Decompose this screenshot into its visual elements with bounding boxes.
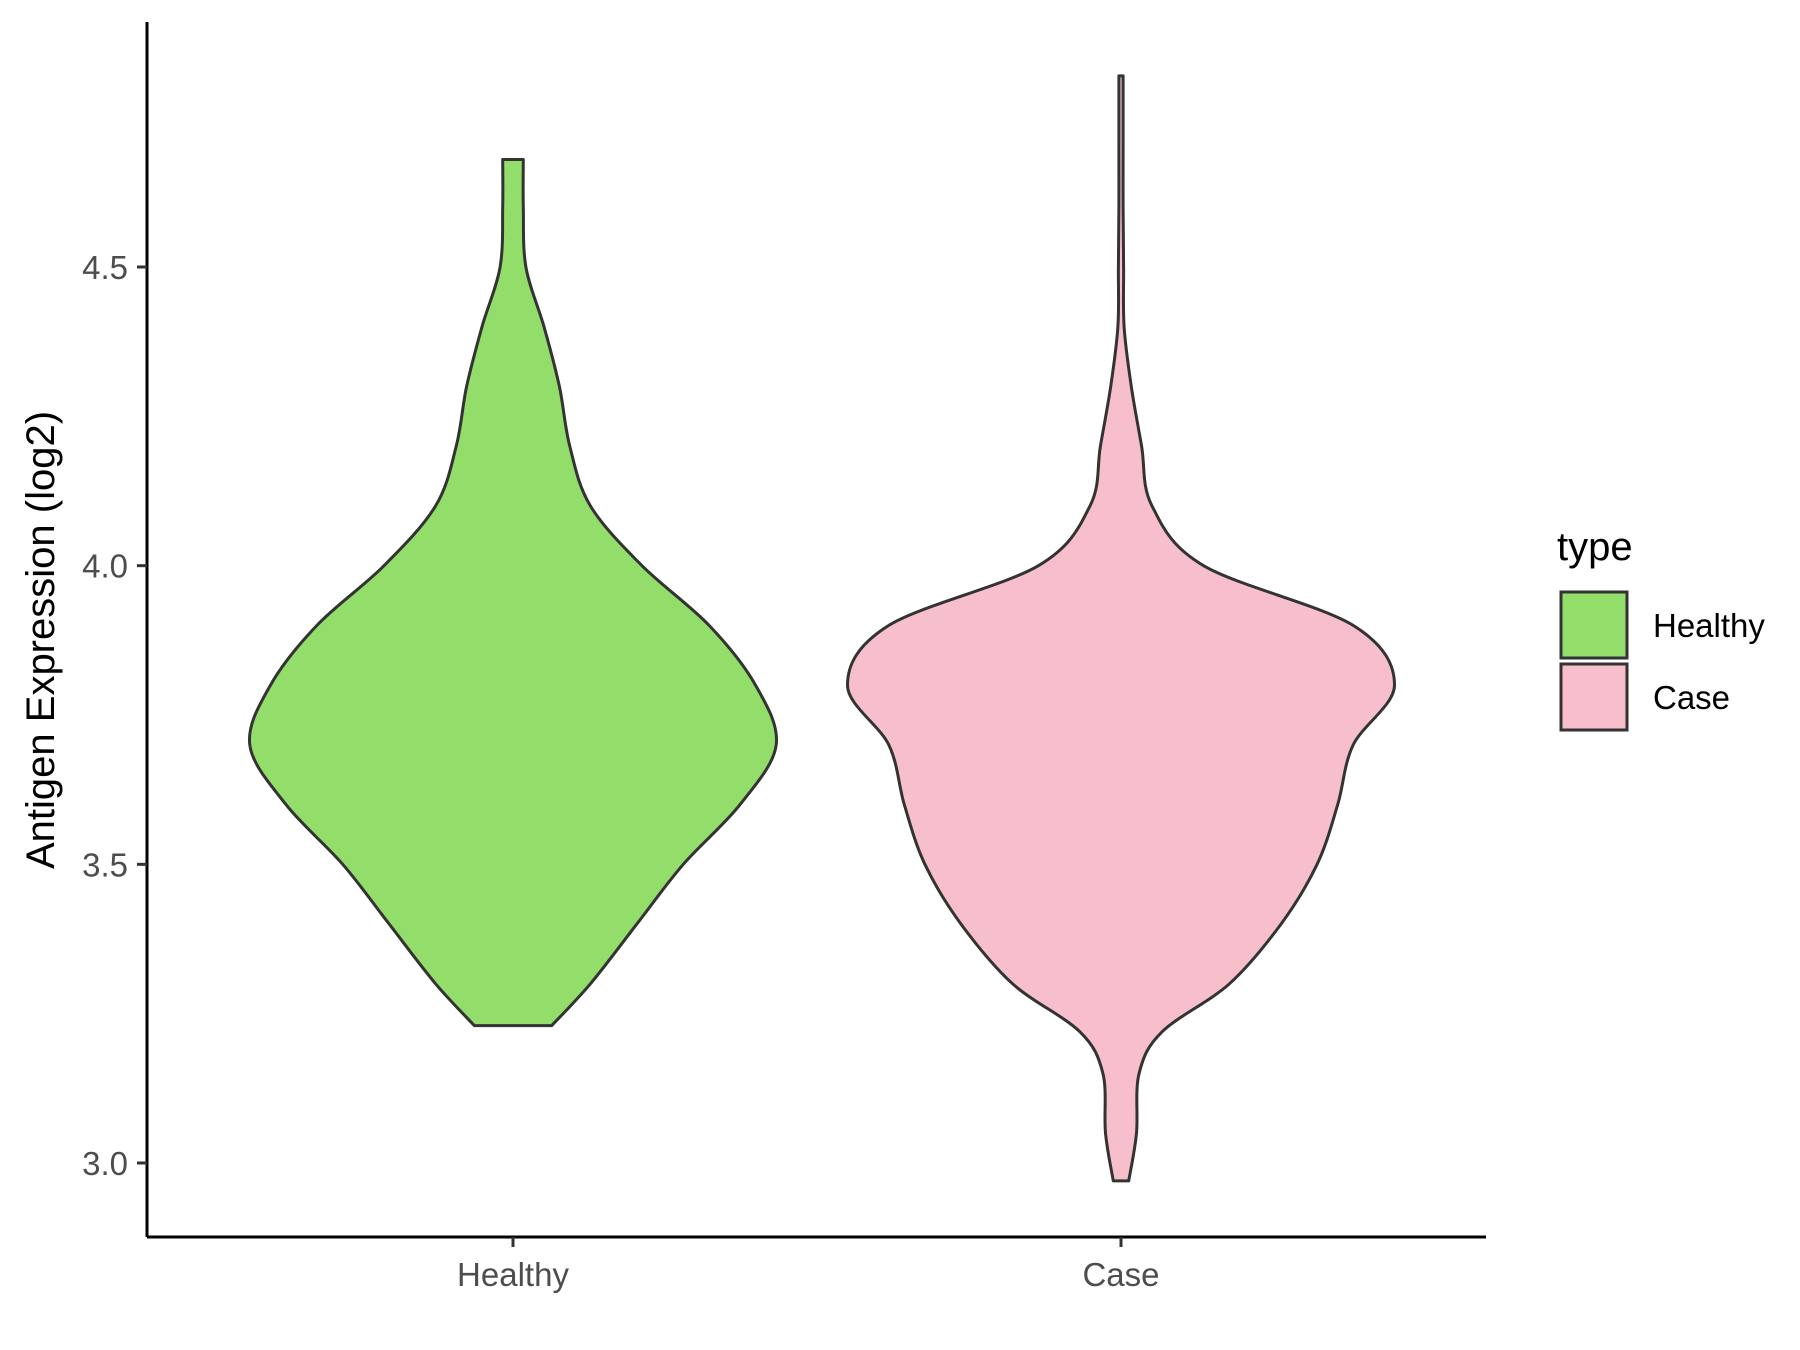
legend-swatch-healthy	[1559, 590, 1629, 660]
x-ticks: Healthy Case	[457, 1237, 1160, 1293]
y-tick-label: 4.0	[82, 548, 128, 585]
legend-entries: Healthy Case	[1559, 590, 1765, 732]
violin-case	[846, 74, 1396, 1183]
x-tick-label: Case	[1082, 1256, 1159, 1293]
y-tick-label: 4.5	[82, 249, 128, 286]
y-axis-title: Antigen Expression (log2)	[19, 411, 63, 869]
axes	[145, 22, 1486, 1239]
legend: type Healthy Case	[1557, 525, 1765, 732]
violins	[247, 74, 1396, 1183]
y-tick-label: 3.5	[82, 846, 128, 883]
legend-title: type	[1557, 525, 1633, 569]
legend-swatch-case	[1559, 662, 1629, 732]
y-ticks: 3.0 3.5 4.0 4.5	[82, 249, 147, 1182]
x-tick-label: Healthy	[457, 1256, 569, 1293]
violin-healthy	[247, 158, 779, 1028]
legend-label-case: Case	[1653, 679, 1730, 716]
y-tick-label: 3.0	[82, 1145, 128, 1182]
legend-label-healthy: Healthy	[1653, 607, 1765, 644]
